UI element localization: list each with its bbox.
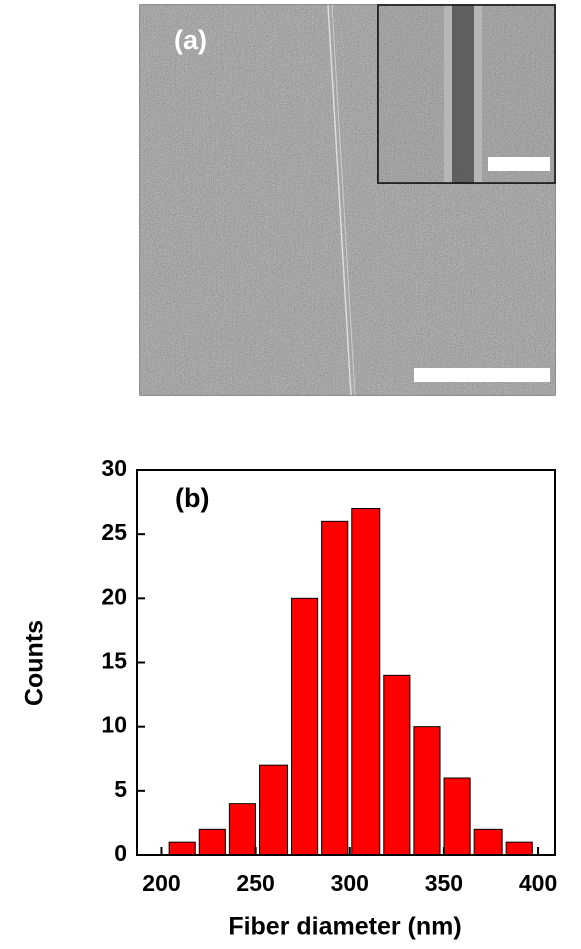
bar [228,803,257,856]
inset-fiber-edge [474,5,482,183]
x-tick-label: 400 [519,870,557,896]
fiber [327,4,352,396]
bar [351,508,381,856]
bar [413,726,441,856]
x-tick-label: 250 [236,870,274,896]
y-tick-label: 25 [101,519,127,545]
inset-border [377,4,556,184]
inset-fiber-core [452,5,474,183]
x-tick-label: 200 [142,870,180,896]
y-tick-label: 5 [114,776,127,802]
panel-label: (b) [175,483,209,513]
x-axis-title: Fiber diameter (nm) [228,913,461,941]
bar [291,597,319,856]
y-tick-label: 10 [101,712,127,738]
bar [473,828,503,856]
y-tick-label: 30 [101,455,127,481]
scale-bar [414,368,550,382]
inset-fiber-edge [444,5,452,183]
bar [321,520,349,856]
x-tick-label: 350 [425,870,463,896]
y-tick-label: 0 [114,840,127,866]
y-tick-label: 20 [101,583,127,609]
bar [168,841,196,856]
bar [198,828,226,856]
bar [505,841,533,856]
bar [383,674,411,856]
panel-label: (a) [174,25,207,55]
y-tick-label: 15 [101,648,127,674]
bar [443,777,471,856]
inset-scale-bar [488,157,550,171]
y-axis-title: Counts [21,620,49,706]
bar [259,764,289,856]
x-tick-label: 300 [331,870,369,896]
sem-image: (a) [139,4,556,396]
fiber [331,4,356,396]
